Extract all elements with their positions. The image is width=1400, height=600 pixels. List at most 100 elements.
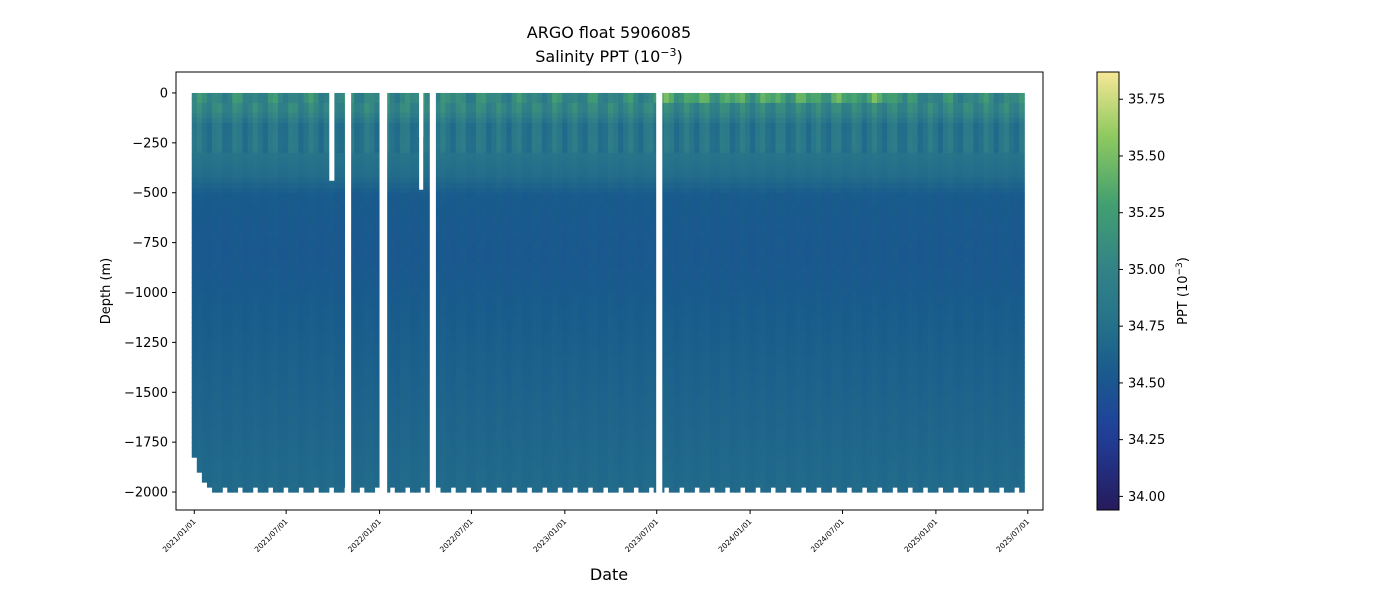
profile-cell — [486, 177, 492, 184]
profile-cell — [354, 122, 360, 129]
profile-cell — [435, 257, 442, 264]
profile-cell — [470, 347, 477, 353]
profile-cell — [455, 257, 462, 264]
profile-cell — [212, 342, 218, 348]
profile-cell — [394, 422, 401, 428]
profile-cell — [333, 107, 340, 114]
profile-cell — [217, 447, 223, 453]
profile-cell — [364, 162, 370, 169]
profile-cell — [237, 317, 244, 324]
profile-cell — [222, 312, 228, 319]
profile-cell — [410, 172, 416, 179]
profile-cell — [455, 367, 462, 373]
profile-cell — [460, 397, 467, 403]
profile-cell — [420, 482, 426, 488]
profile-cell — [410, 472, 416, 478]
profile-cell — [384, 257, 391, 264]
profile-cell — [278, 167, 284, 174]
profile-cell — [222, 247, 228, 254]
profile-cell — [227, 252, 233, 259]
profile-cell — [460, 112, 467, 119]
profile-cell — [501, 337, 508, 343]
profile-cell — [440, 372, 447, 378]
profile-cell — [491, 382, 497, 388]
profile-cell — [217, 202, 223, 209]
profile-cell — [410, 412, 416, 418]
profile-cell — [283, 127, 289, 134]
profile-cell — [308, 247, 315, 254]
profile-cell — [450, 112, 457, 119]
profile-cell — [328, 447, 335, 453]
profile-cell — [252, 242, 259, 249]
profile-column — [496, 92, 502, 488]
profile-cell — [481, 397, 487, 403]
profile-cell — [247, 152, 254, 159]
profile-cell — [440, 477, 447, 483]
profile-cell — [272, 447, 279, 453]
profile-cell — [212, 427, 218, 433]
profile-cell — [435, 122, 442, 129]
profile-cell — [217, 352, 223, 358]
profile-cell — [445, 462, 452, 468]
profile-cell — [298, 172, 305, 179]
profile-cell — [445, 287, 452, 294]
profile-cell — [206, 452, 213, 458]
profile-cell — [470, 292, 477, 299]
profile-cell — [420, 387, 426, 393]
profile-cell — [298, 272, 305, 279]
profile-cell — [369, 262, 376, 269]
profile-cell — [222, 112, 228, 119]
profile-cell — [404, 192, 411, 199]
profile-cell — [486, 117, 492, 124]
profile-cell — [415, 242, 421, 249]
profile-cell — [191, 452, 198, 458]
profile-cell — [481, 97, 487, 104]
profile-cell — [201, 367, 208, 373]
profile-cell — [247, 417, 254, 423]
profile-cell — [475, 202, 482, 209]
profile-cell — [486, 237, 492, 244]
profile-cell — [359, 307, 365, 314]
chart-subtitle: Salinity PPT (10−3) — [535, 46, 683, 66]
profile-cell — [450, 142, 457, 149]
profile-cell — [217, 152, 223, 159]
profile-cell — [303, 357, 310, 363]
profile-cell — [333, 207, 340, 214]
profile-cell — [293, 457, 299, 463]
profile-cell — [328, 227, 335, 234]
profile-cell — [399, 277, 406, 284]
profile-cell — [455, 152, 462, 159]
profile-cell — [206, 477, 213, 483]
profile-cell — [333, 147, 340, 154]
profile-cell — [455, 317, 462, 324]
profile-cell — [481, 157, 487, 164]
profile-cell — [410, 147, 416, 154]
profile-cell — [227, 397, 233, 403]
profile-cell — [470, 122, 477, 129]
profile-cell — [440, 302, 447, 309]
profile-cell — [318, 157, 325, 164]
profile-cell — [359, 342, 365, 348]
profile-cell — [206, 397, 213, 403]
profile-cell — [389, 352, 396, 358]
profile-cell — [272, 352, 279, 358]
profile-cell — [267, 247, 274, 254]
profile-cell — [206, 277, 213, 284]
profile-cell — [338, 437, 345, 443]
profile-cell — [450, 102, 457, 109]
profile-cell — [455, 302, 462, 309]
profile-cell — [369, 247, 376, 254]
profile-cell — [298, 362, 305, 368]
profile-cell — [262, 177, 269, 184]
profile-cell — [470, 207, 477, 214]
profile-cell — [475, 92, 482, 99]
profile-cell — [410, 382, 416, 388]
profile-cell — [313, 457, 320, 463]
profile-cell — [333, 382, 340, 388]
profile-cell — [272, 347, 279, 353]
profile-cell — [191, 422, 198, 428]
profile-cell — [298, 242, 305, 249]
profile-cell — [293, 292, 299, 299]
profile-cell — [206, 202, 213, 209]
profile-cell — [394, 412, 401, 418]
